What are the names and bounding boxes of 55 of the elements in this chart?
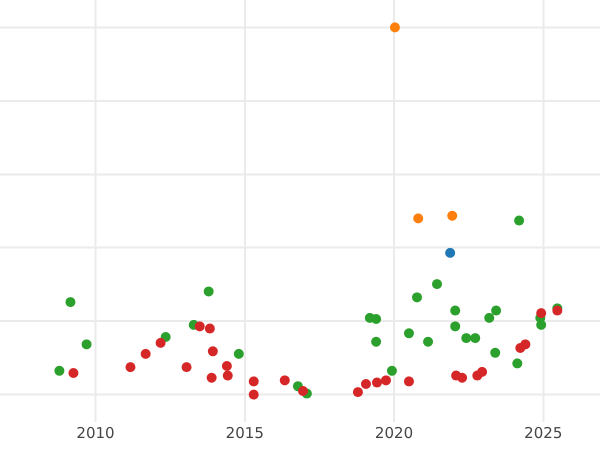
point [54,366,64,376]
point [520,339,530,350]
point [404,376,414,386]
point [423,336,434,347]
point [140,348,151,359]
point [204,324,215,334]
point [477,366,488,377]
x-tick-label: 2015 [226,424,264,442]
point [470,333,480,344]
point [536,320,546,330]
point [432,279,442,290]
point [68,368,78,378]
point [404,328,414,338]
point [371,314,382,324]
point [552,306,562,316]
point [412,292,422,302]
point [65,297,76,308]
point [360,379,371,389]
point [182,362,192,372]
point [490,348,500,358]
point [248,390,259,400]
point [234,348,244,359]
point [125,362,136,372]
x-tick-label: 2025 [524,424,562,442]
x-tick-label: 2010 [76,424,115,442]
point [514,216,524,226]
point [222,370,233,381]
point [450,306,460,316]
point [82,339,92,350]
point [156,338,166,348]
point [371,336,382,347]
point [298,386,308,396]
point [352,387,363,398]
point [206,372,217,383]
point [457,372,468,383]
point [413,213,424,224]
point [208,346,218,356]
point [248,376,259,386]
point [450,321,460,332]
point [386,366,397,376]
point [484,312,494,323]
point [194,321,205,332]
point [204,286,214,296]
point [222,361,232,371]
point [491,306,502,316]
point [390,22,400,32]
point [447,210,458,221]
point [380,375,391,386]
point [536,308,546,318]
x-tick-label: 2020 [374,424,414,442]
point [372,378,382,388]
point [280,375,290,386]
point [512,358,522,368]
point [461,333,472,344]
point [445,248,456,258]
